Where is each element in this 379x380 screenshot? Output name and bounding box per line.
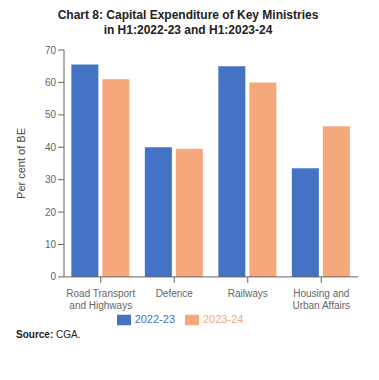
- svg-text:Defence: Defence: [156, 288, 194, 299]
- html-text:in H1:2022-23 and H1:2023-24: in H1:2022-23 and H1:2023-24: [103, 23, 273, 37]
- svg-text:Per cent of BE: Per cent of BE: [15, 128, 27, 199]
- svg-text:Road Transportand Highways: Road Transportand Highways: [66, 288, 135, 311]
- svg-text:20: 20: [45, 207, 57, 218]
- svg-text:Housing andUrban Affairs: Housing andUrban Affairs: [292, 288, 350, 311]
- svg-text:10: 10: [45, 239, 57, 250]
- svg-text:Railways: Railways: [228, 288, 268, 299]
- html-text:Source: CGA.: Source: CGA.: [16, 329, 81, 340]
- html-text:Chart 8: Capital Expenditure o: Chart 8: Capital Expenditure of Key Mini…: [57, 8, 319, 22]
- svg-text:30: 30: [45, 174, 57, 185]
- svg-text:50: 50: [45, 109, 57, 120]
- svg-text:40: 40: [45, 142, 57, 153]
- svg-text:60: 60: [45, 77, 57, 88]
- svg-text:0: 0: [50, 271, 56, 282]
- html-text:2023-24: 2023-24: [203, 312, 244, 325]
- svg-text:70: 70: [45, 45, 57, 56]
- html-text:2022-23: 2022-23: [134, 312, 175, 325]
